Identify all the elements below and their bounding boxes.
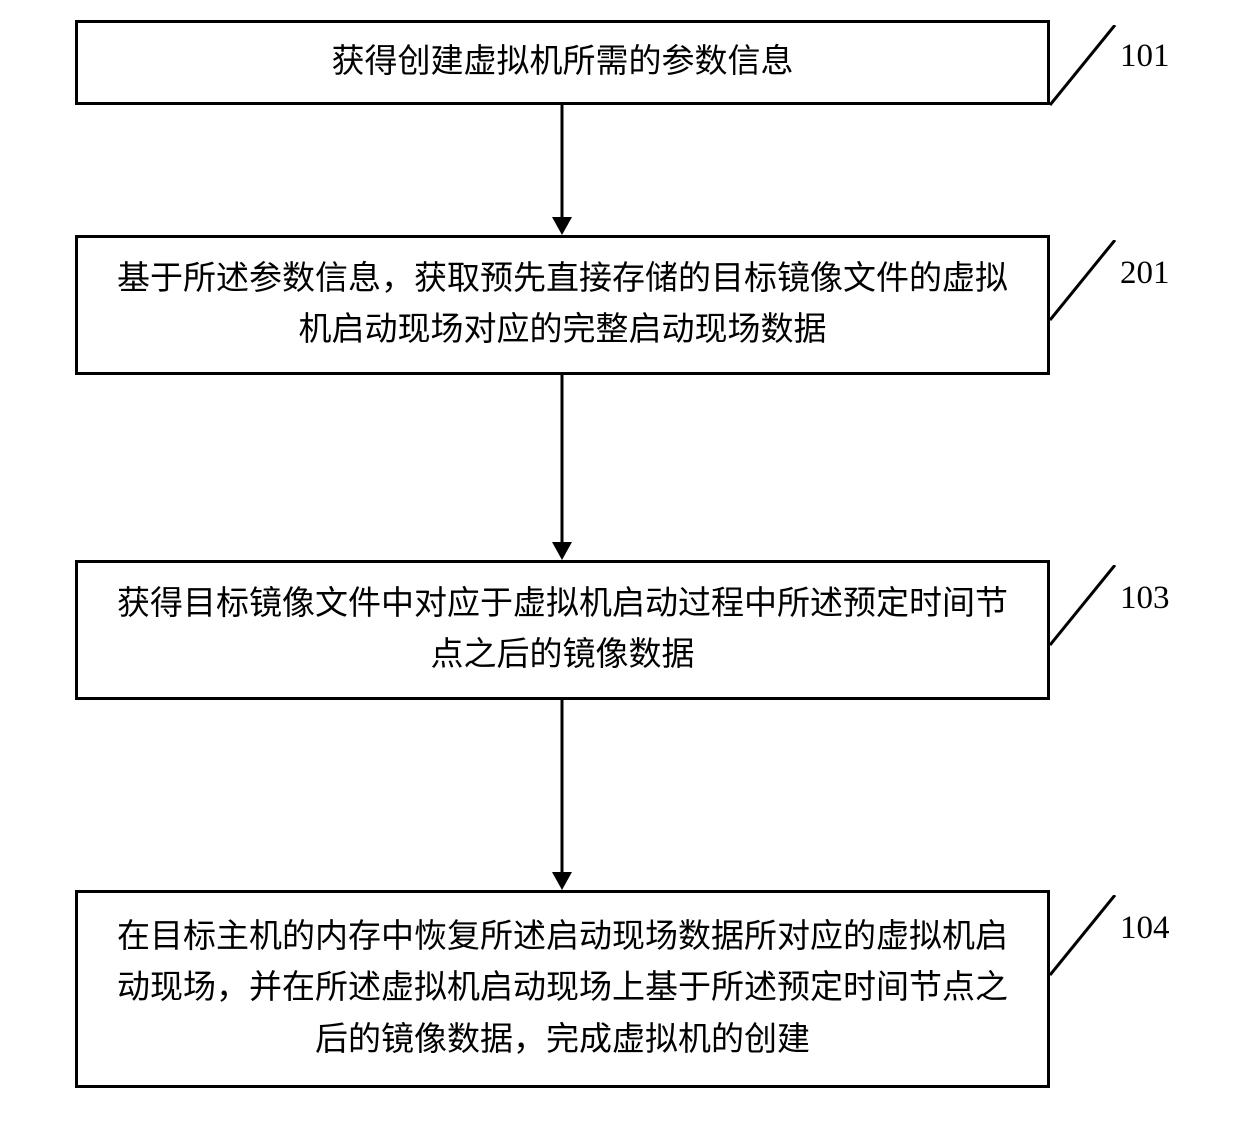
step-box-3: 获得目标镜像文件中对应于虚拟机启动过程中所述预定时间节点之后的镜像数据	[75, 560, 1050, 700]
label-number-2: 201	[1120, 255, 1170, 291]
step-label-2: 201	[1120, 255, 1170, 292]
slash-3	[1050, 565, 1120, 650]
step-label-3: 103	[1120, 580, 1170, 617]
step-box-4: 在目标主机的内存中恢复所述启动现场数据所对应的虚拟机启动现场，并在所述虚拟机启动…	[75, 890, 1050, 1088]
slash-2	[1050, 240, 1120, 325]
slash-4	[1050, 895, 1120, 980]
slash-1	[1050, 25, 1120, 110]
step-box-1: 获得创建虚拟机所需的参数信息	[75, 20, 1050, 105]
step-label-4: 104	[1120, 910, 1170, 947]
step-text-1: 获得创建虚拟机所需的参数信息	[332, 37, 794, 88]
arrow-2-3	[548, 375, 578, 560]
step-text-2: 基于所述参数信息，获取预先直接存储的目标镜像文件的虚拟机启动现场对应的完整启动现…	[103, 254, 1022, 356]
step-label-1: 101	[1120, 38, 1170, 75]
label-number-4: 104	[1120, 910, 1170, 946]
step-text-3: 获得目标镜像文件中对应于虚拟机启动过程中所述预定时间节点之后的镜像数据	[103, 579, 1022, 681]
arrow-1-2	[548, 105, 578, 235]
step-text-4: 在目标主机的内存中恢复所述启动现场数据所对应的虚拟机启动现场，并在所述虚拟机启动…	[103, 912, 1022, 1065]
flowchart-container: 获得创建虚拟机所需的参数信息 101 基于所述参数信息，获取预先直接存储的目标镜…	[0, 0, 1240, 1144]
arrow-3-4	[548, 700, 578, 890]
step-box-2: 基于所述参数信息，获取预先直接存储的目标镜像文件的虚拟机启动现场对应的完整启动现…	[75, 235, 1050, 375]
label-number-1: 101	[1120, 38, 1170, 74]
label-number-3: 103	[1120, 580, 1170, 616]
